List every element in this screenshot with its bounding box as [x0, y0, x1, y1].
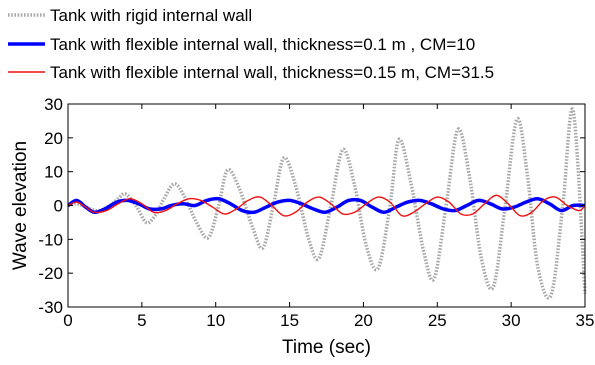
series-line-2: [67, 194, 586, 217]
y-tick-label-0: 30: [44, 95, 63, 114]
y-tick-label-6: -30: [38, 298, 63, 317]
legend-label-2: Tank with flexible internal wall, thickn…: [50, 63, 494, 82]
x-tick-label-7: 35: [576, 311, 595, 330]
axis-tick-labels: 0 5 10 15 20 25 30 35 30 20 10 0 -10 -20 -30: [38, 95, 594, 330]
y-tick-label-3: 0: [54, 197, 63, 216]
y-tick-label-4: -10: [38, 230, 63, 249]
y-axis-label: Wave elevation: [10, 141, 31, 270]
plot-lines: [67, 107, 587, 300]
legend-label-0: Tank with rigid internal wall: [50, 6, 252, 25]
x-tick-label-3: 15: [280, 311, 299, 330]
x-tick-label-5: 25: [428, 311, 447, 330]
y-tick-label-5: -20: [38, 264, 63, 283]
legend: Tank with rigid internal wall Tank with f…: [8, 6, 494, 82]
legend-label-1: Tank with flexible internal wall, thickn…: [50, 35, 475, 54]
axis-ticks: [67, 103, 586, 308]
x-tick-label-0: 0: [63, 311, 72, 330]
x-axis-label: Time (sec): [282, 337, 371, 358]
y-tick-label-1: 20: [44, 129, 63, 148]
x-tick-label-1: 5: [137, 311, 146, 330]
x-tick-label-2: 10: [206, 311, 225, 330]
y-tick-label-2: 10: [44, 163, 63, 182]
x-tick-label-6: 30: [502, 311, 521, 330]
series-line-1: [67, 196, 586, 215]
x-tick-label-4: 20: [354, 311, 373, 330]
